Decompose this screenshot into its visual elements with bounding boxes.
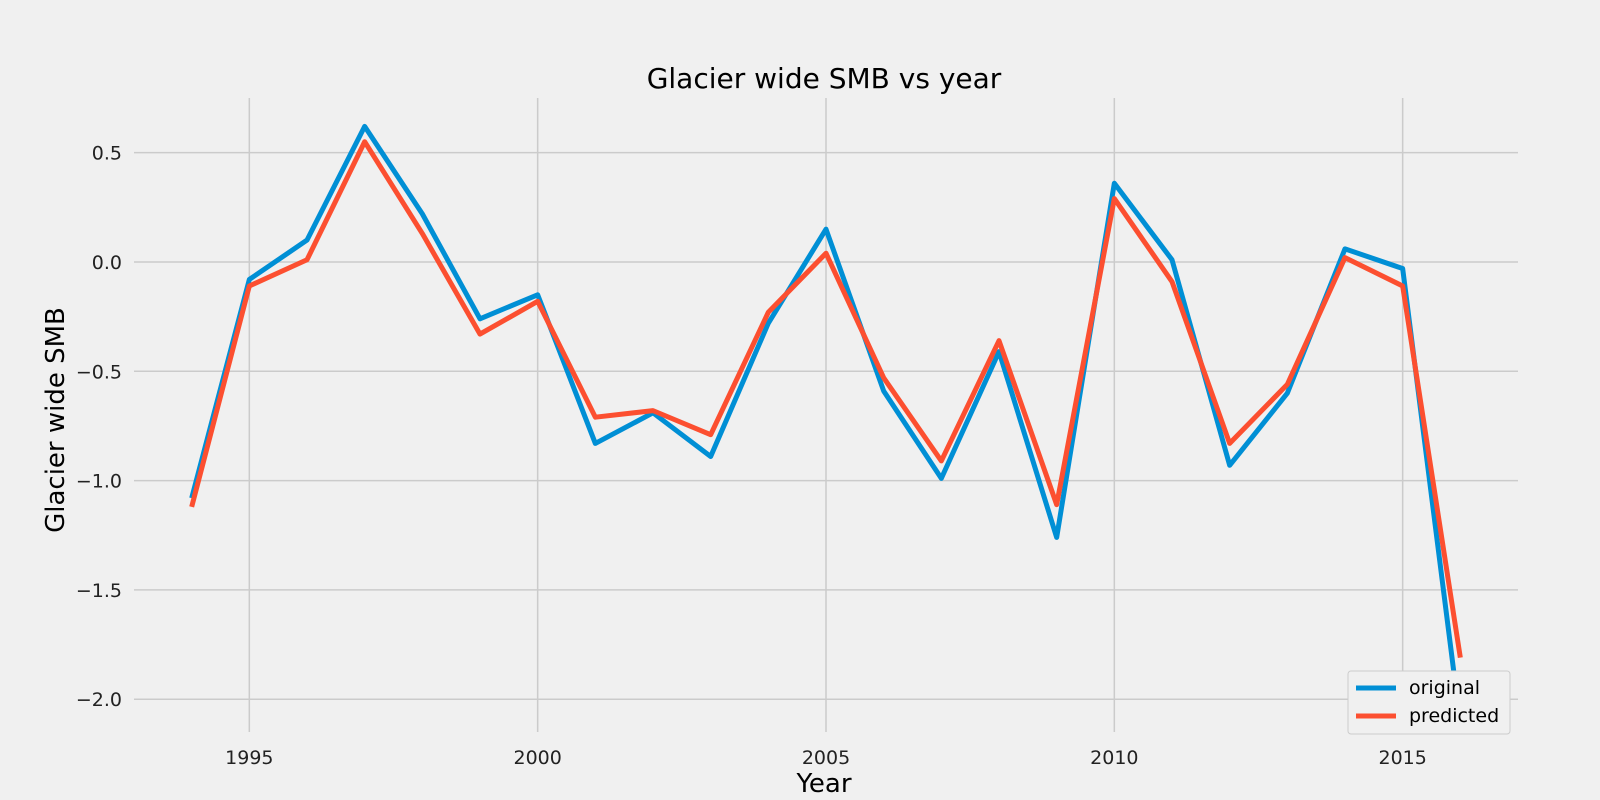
x-tick-labels: 1995 2000 2005 2010 2015 [225, 747, 1427, 769]
series-lines [189, 123, 1463, 724]
x-tick-label: 2000 [513, 747, 561, 769]
y-tick-label: −1.0 [76, 471, 122, 493]
y-tick-label: 0.5 [92, 143, 122, 165]
chart-title: Glacier wide SMB vs year [647, 62, 1002, 95]
legend-label-original: original [1409, 677, 1480, 699]
y-tick-labels: 0.5 0.0 −0.5 −1.0 −1.5 −2.0 [76, 143, 122, 712]
y-tick-label: 0.0 [92, 252, 122, 274]
x-tick-label: 2005 [802, 747, 850, 769]
y-tick-label: −2.0 [76, 689, 122, 711]
y-axis-label: Glacier wide SMB [41, 307, 71, 533]
x-tick-label: 2015 [1378, 747, 1426, 769]
chart-legend: original predicted [1347, 670, 1511, 735]
legend-label-predicted: predicted [1409, 705, 1499, 727]
x-axis-label: Year [795, 769, 851, 799]
y-tick-label: −0.5 [76, 361, 122, 383]
x-tick-label: 2010 [1090, 747, 1138, 769]
series-line-predicted [189, 139, 1463, 659]
horizontal-gridlines [134, 151, 1518, 700]
x-tick-label: 1995 [225, 747, 273, 769]
series-line-original [189, 123, 1463, 724]
y-tick-label: −1.5 [76, 580, 122, 602]
